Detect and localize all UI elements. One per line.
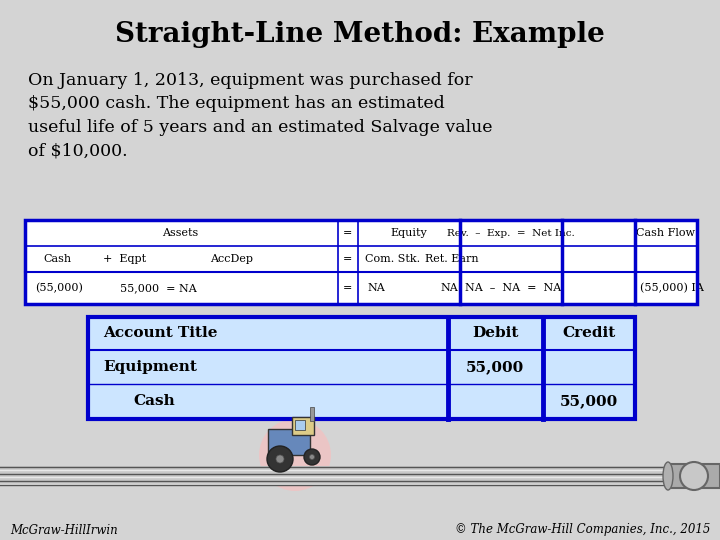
Text: 55,000: 55,000: [466, 360, 524, 374]
Text: Straight-Line Method: Example: Straight-Line Method: Example: [115, 22, 605, 49]
Text: =: =: [343, 228, 353, 238]
Circle shape: [304, 449, 320, 465]
Text: McGraw-HillIrwin: McGraw-HillIrwin: [10, 523, 118, 537]
Text: NA  –  NA  =  NA: NA – NA = NA: [465, 283, 562, 293]
Bar: [88, 317, 635, 419]
Text: © The McGraw-Hill Companies, Inc., 2015: © The McGraw-Hill Companies, Inc., 2015: [454, 523, 710, 537]
Text: 55,000: 55,000: [560, 394, 618, 408]
Text: On January 1, 2013, equipment was purchased for
$55,000 cash. The equipment has : On January 1, 2013, equipment was purcha…: [28, 72, 492, 159]
Bar: [0, 466, 668, 486]
Text: Rev.  –  Exp.  =  Net Inc.: Rev. – Exp. = Net Inc.: [447, 228, 575, 238]
Text: Cash: Cash: [43, 254, 71, 264]
Text: Debit: Debit: [472, 326, 518, 340]
Text: +  Eqpt: + Eqpt: [103, 254, 146, 264]
Text: Equity: Equity: [391, 228, 428, 238]
Ellipse shape: [663, 462, 673, 490]
Text: Cash Flow: Cash Flow: [636, 228, 696, 238]
Bar: [268, 429, 310, 455]
Bar: [295, 420, 305, 430]
Bar: [25, 220, 697, 304]
Bar: [25, 220, 697, 304]
Text: (55,000): (55,000): [35, 283, 83, 293]
Ellipse shape: [680, 462, 708, 490]
Circle shape: [310, 455, 315, 460]
Text: =: =: [343, 283, 353, 293]
Text: (55,000) IA: (55,000) IA: [640, 283, 704, 293]
Text: Ret. Earn: Ret. Earn: [425, 254, 479, 264]
Text: NA: NA: [440, 283, 458, 293]
Circle shape: [259, 419, 331, 491]
Text: Cash: Cash: [133, 394, 175, 408]
Text: =: =: [343, 254, 353, 264]
Text: AccDep: AccDep: [210, 254, 253, 264]
Text: Account Title: Account Title: [103, 326, 217, 340]
Text: Equipment: Equipment: [103, 360, 197, 374]
Circle shape: [276, 455, 284, 463]
Bar: [88, 317, 635, 419]
Bar: [292, 417, 314, 435]
Circle shape: [267, 446, 293, 472]
Bar: [668, 464, 720, 488]
Text: Com. Stk.: Com. Stk.: [365, 254, 420, 264]
Text: NA: NA: [367, 283, 384, 293]
Bar: [310, 407, 314, 421]
Text: Assets: Assets: [162, 228, 198, 238]
Text: 55,000  = NA: 55,000 = NA: [120, 283, 197, 293]
Text: Credit: Credit: [562, 326, 616, 340]
